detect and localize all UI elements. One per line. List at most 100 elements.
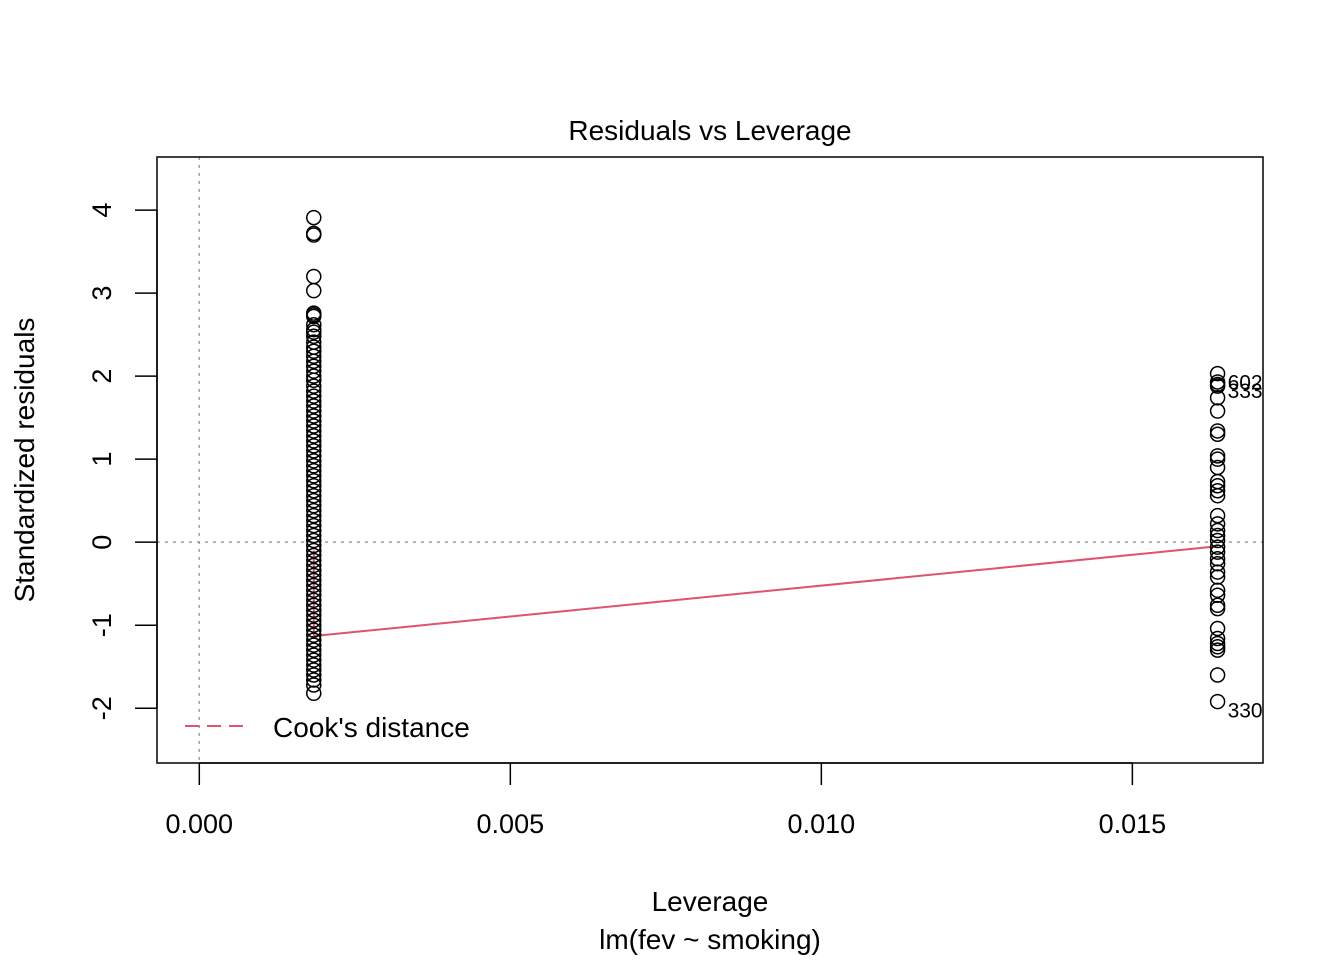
- data-point: [1209, 693, 1226, 710]
- y-tick-label: -2: [87, 696, 117, 720]
- y-tick-label: -1: [87, 613, 117, 637]
- data-point: [306, 368, 322, 384]
- x-tick-label: 0.005: [477, 809, 545, 839]
- data-point: [306, 372, 322, 389]
- data-point: [306, 582, 322, 599]
- data-point: [306, 453, 322, 469]
- data-point: [306, 627, 322, 643]
- y-axis: -2 -1 0 1 2 3 4: [87, 203, 158, 720]
- data-point: [1209, 451, 1226, 467]
- data-point: [306, 587, 322, 604]
- data-point: [306, 363, 322, 379]
- data-point: [306, 324, 322, 340]
- plot-frame: [156, 156, 1264, 764]
- data-point: [306, 522, 322, 539]
- data-point: [1209, 597, 1226, 614]
- data-point: [306, 497, 322, 514]
- point-label: 602: [1228, 372, 1263, 395]
- data-point: [306, 602, 322, 619]
- data-point: [306, 567, 322, 584]
- data-point: [306, 537, 322, 554]
- data-point: [306, 209, 322, 226]
- data-point: [306, 607, 322, 623]
- data-point: [306, 532, 322, 549]
- data-point: [306, 348, 322, 364]
- data-point: [1209, 639, 1226, 655]
- legend: Cook's distance: [185, 712, 470, 743]
- data-point: [1209, 527, 1226, 544]
- data-point: [306, 517, 322, 534]
- points-layer: [306, 209, 1226, 710]
- data-point: [306, 433, 322, 449]
- cooks-distance-layer: [312, 545, 1218, 638]
- data-point: [1209, 378, 1226, 394]
- data-point: [306, 527, 322, 544]
- data-point: [306, 468, 322, 484]
- data-point: [306, 652, 322, 668]
- data-point: [306, 458, 322, 474]
- legend-cooks-label: Cook's distance: [273, 712, 470, 743]
- data-point: [306, 647, 322, 663]
- data-point: [306, 463, 322, 479]
- data-point: [306, 398, 322, 414]
- data-point: [1209, 477, 1226, 494]
- data-point: [306, 328, 322, 345]
- data-point: [306, 383, 322, 399]
- data-point: [306, 353, 322, 369]
- data-point: [306, 632, 322, 648]
- data-point: [1209, 507, 1226, 524]
- x-axis-subtitle: lm(fev ~ smoking): [599, 924, 821, 955]
- data-point: [306, 438, 322, 454]
- data-point: [1209, 582, 1226, 599]
- x-axis-title: Leverage: [652, 886, 769, 917]
- data-point: [1209, 532, 1226, 549]
- x-axis: 0.000 0.005 0.010 0.015: [166, 762, 1166, 839]
- data-point: [306, 282, 322, 299]
- y-tick-label: 2: [87, 369, 117, 384]
- data-point: [306, 378, 322, 394]
- data-point: [1209, 487, 1226, 504]
- data-point: [306, 637, 322, 653]
- y-axis-title: Standardized residuals: [9, 318, 40, 603]
- data-point: [306, 418, 322, 434]
- data-point: [306, 507, 322, 524]
- data-point: [306, 572, 322, 589]
- data-point: [306, 477, 322, 494]
- x-tick-label: 0.000: [166, 809, 234, 839]
- data-point: [1209, 539, 1226, 555]
- data-point: [1209, 600, 1226, 617]
- data-point: [306, 393, 322, 409]
- data-point: [306, 547, 322, 564]
- data-point: [1209, 516, 1226, 532]
- data-point: [306, 423, 322, 439]
- data-point: [306, 557, 322, 574]
- data-point: [306, 473, 322, 489]
- data-point: [1209, 482, 1226, 499]
- data-point: [306, 403, 322, 419]
- data-point: [306, 642, 322, 658]
- data-point: [1209, 630, 1226, 647]
- data-point: [306, 657, 322, 673]
- data-point: [306, 443, 322, 459]
- data-point: [1209, 620, 1226, 637]
- data-point: [306, 482, 322, 499]
- data-point: [306, 268, 322, 285]
- data-point: [306, 685, 322, 702]
- data-point: [306, 542, 322, 559]
- data-point: [306, 512, 322, 529]
- data-point: [306, 448, 322, 464]
- data-point: [306, 227, 322, 243]
- reference-lines: [157, 157, 1263, 763]
- data-point: [306, 592, 322, 609]
- data-point: [306, 597, 322, 614]
- point-label: 330: [1228, 700, 1263, 723]
- data-point: [1209, 426, 1226, 443]
- data-point: [306, 662, 322, 678]
- data-point: [306, 388, 322, 404]
- data-point: [1209, 667, 1226, 683]
- chart-title: Residuals vs Leverage: [568, 115, 851, 146]
- data-point: [306, 617, 322, 633]
- x-tick-label: 0.010: [788, 809, 856, 839]
